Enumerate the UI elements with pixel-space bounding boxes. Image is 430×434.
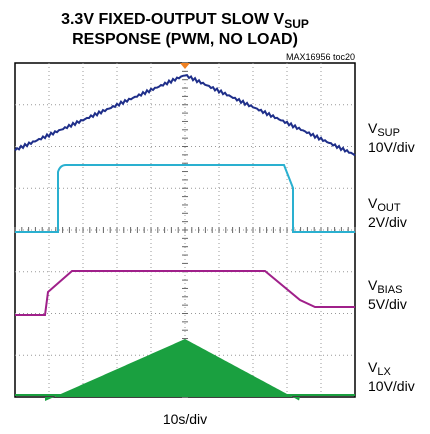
channel-name: VOUT — [368, 195, 401, 214]
channel-scale: 10V/div — [368, 378, 415, 394]
channel-sub: OUT — [377, 202, 401, 214]
channel-name: VLX — [368, 359, 391, 378]
title-main: 3.3V FIXED-OUTPUT SLOW V — [61, 11, 284, 28]
channel-sub: LX — [377, 366, 391, 378]
channel-symbol: V — [368, 277, 378, 293]
channel-sub: SUP — [377, 127, 400, 139]
figure-id: MAX16956 toc20 — [286, 52, 355, 62]
trigger-marker — [180, 63, 190, 69]
title-line2: RESPONSE (PWM, NO LOAD) — [72, 31, 298, 48]
channel-scale: 2V/div — [368, 214, 407, 230]
channel-scale: 10V/div — [368, 139, 415, 155]
vbias-trace — [15, 270, 355, 316]
vout-trace — [15, 164, 355, 233]
vsup-trace — [14, 73, 356, 157]
channel-name: VSUP — [368, 120, 400, 139]
vlx-trace — [45, 339, 300, 401]
channel-sub: BIAS — [377, 284, 402, 296]
title-line1: 3.3V FIXED-OUTPUT SLOW VSUP — [61, 11, 309, 31]
channel-name: VBIAS — [368, 277, 402, 296]
channel-symbol: V — [368, 195, 378, 211]
channel-scale: 5V/div — [368, 296, 407, 312]
channel-symbol: V — [368, 120, 378, 136]
channel-labels: VSUP10V/divVOUT2V/divVBIAS5V/divVLX10V/d… — [368, 120, 415, 394]
timebase: 10s/div — [163, 411, 207, 427]
channel-symbol: V — [368, 359, 378, 375]
title-sub: SUP — [284, 17, 309, 31]
